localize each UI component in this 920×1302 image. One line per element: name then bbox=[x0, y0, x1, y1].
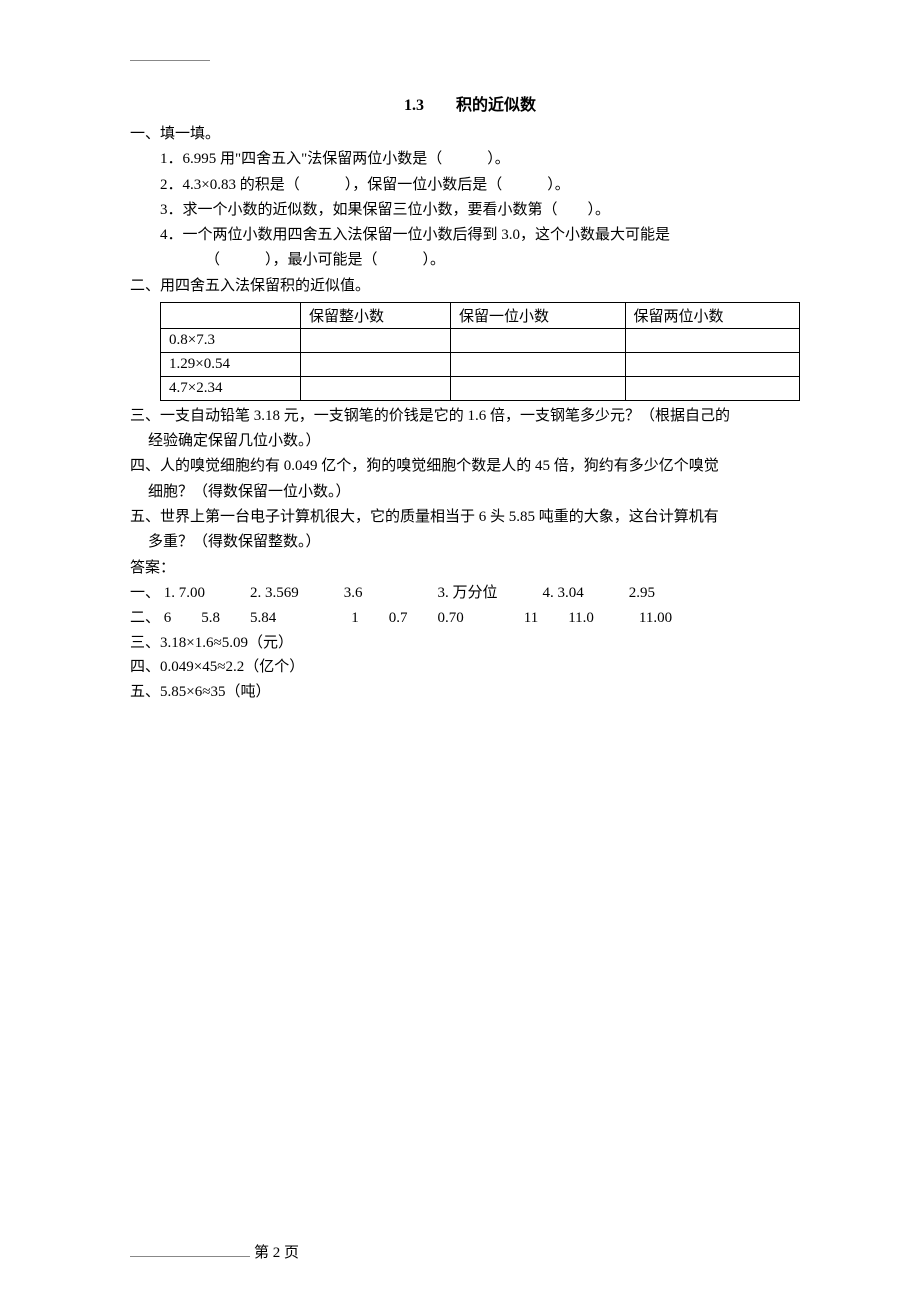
q1-2: 2．4.3×0.83 的积是（ ），保留一位小数后是（ ）。 bbox=[130, 174, 810, 197]
q1-4-line1: 4．一个两位小数用四舍五入法保留一位小数后得到 3.0，这个小数最大可能是 bbox=[130, 224, 810, 247]
answers-line-5: 五、5.85×6≈35（吨） bbox=[130, 680, 810, 705]
document-page: 1.3 积的近似数 一、填一填。 1．6.995 用"四舍五入"法保留两位小数是… bbox=[0, 0, 920, 745]
cell-expr-3: 4.7×2.34 bbox=[161, 376, 301, 400]
table-row: 0.8×7.3 bbox=[161, 328, 800, 352]
q1-4-line2: （ ），最小可能是（ ）。 bbox=[130, 249, 810, 272]
q1-1: 1．6.995 用"四舍五入"法保留两位小数是（ ）。 bbox=[130, 148, 810, 171]
answers-line-2: 二、 6 5.8 5.84 1 0.7 0.70 11 11.0 11.00 bbox=[130, 606, 810, 631]
top-rule bbox=[130, 60, 210, 61]
cell-expr-2: 1.29×0.54 bbox=[161, 352, 301, 376]
table-row: 1.29×0.54 bbox=[161, 352, 800, 376]
section-2-heading: 二、用四舍五入法保留积的近似值。 bbox=[130, 275, 810, 298]
cell-expr-1: 0.8×7.3 bbox=[161, 328, 301, 352]
q1-3: 3．求一个小数的近似数，如果保留三位小数，要看小数第（ ）。 bbox=[130, 199, 810, 222]
rounding-table: 保留整小数 保留一位小数 保留两位小数 0.8×7.3 1.29×0.54 4.… bbox=[160, 302, 800, 401]
section-1-heading: 一、填一填。 bbox=[130, 123, 810, 146]
section-3: 三、一支自动铅笔 3.18 元，一支钢笔的价钱是它的 1.6 倍，一支钢笔多少元… bbox=[130, 405, 810, 428]
section-4: 四、人的嗅觉细胞约有 0.049 亿个，狗的嗅觉细胞个数是人的 45 倍，狗约有… bbox=[130, 455, 810, 478]
cell bbox=[451, 352, 625, 376]
table-row: 4.7×2.34 bbox=[161, 376, 800, 400]
answers-line-4: 四、0.049×45≈2.2（亿个） bbox=[130, 655, 810, 680]
section-5: 五、世界上第一台电子计算机很大，它的质量相当于 6 头 5.85 吨重的大象，这… bbox=[130, 506, 810, 529]
th-one-dec: 保留一位小数 bbox=[451, 302, 625, 328]
cell bbox=[625, 328, 800, 352]
section-5-cont: 多重？（得数保留整数。） bbox=[130, 531, 810, 554]
cell bbox=[451, 376, 625, 400]
cell bbox=[625, 352, 800, 376]
section-3-cont: 经验确定保留几位小数。） bbox=[130, 430, 810, 453]
cell bbox=[451, 328, 625, 352]
answers-line-3: 三、3.18×1.6≈5.09（元） bbox=[130, 631, 810, 656]
th-integer: 保留整小数 bbox=[301, 302, 451, 328]
cell bbox=[301, 328, 451, 352]
cell bbox=[301, 352, 451, 376]
th-blank bbox=[161, 302, 301, 328]
answers-heading: 答案： bbox=[130, 556, 810, 581]
section-4-cont: 细胞？（得数保留一位小数。） bbox=[130, 481, 810, 504]
cell bbox=[625, 376, 800, 400]
cell bbox=[301, 376, 451, 400]
page-number: 第 2 页 bbox=[254, 1241, 299, 1262]
page-title: 1.3 积的近似数 bbox=[130, 91, 810, 115]
answers-block: 答案： 一、 1. 7.00 2. 3.569 3.6 3. 万分位 4. 3.… bbox=[130, 556, 810, 705]
answers-line-1: 一、 1. 7.00 2. 3.569 3.6 3. 万分位 4. 3.04 2… bbox=[130, 581, 810, 606]
page-footer: 第 2 页 bbox=[130, 1241, 299, 1262]
table-header-row: 保留整小数 保留一位小数 保留两位小数 bbox=[161, 302, 800, 328]
footer-rule bbox=[130, 1256, 250, 1257]
th-two-dec: 保留两位小数 bbox=[625, 302, 800, 328]
